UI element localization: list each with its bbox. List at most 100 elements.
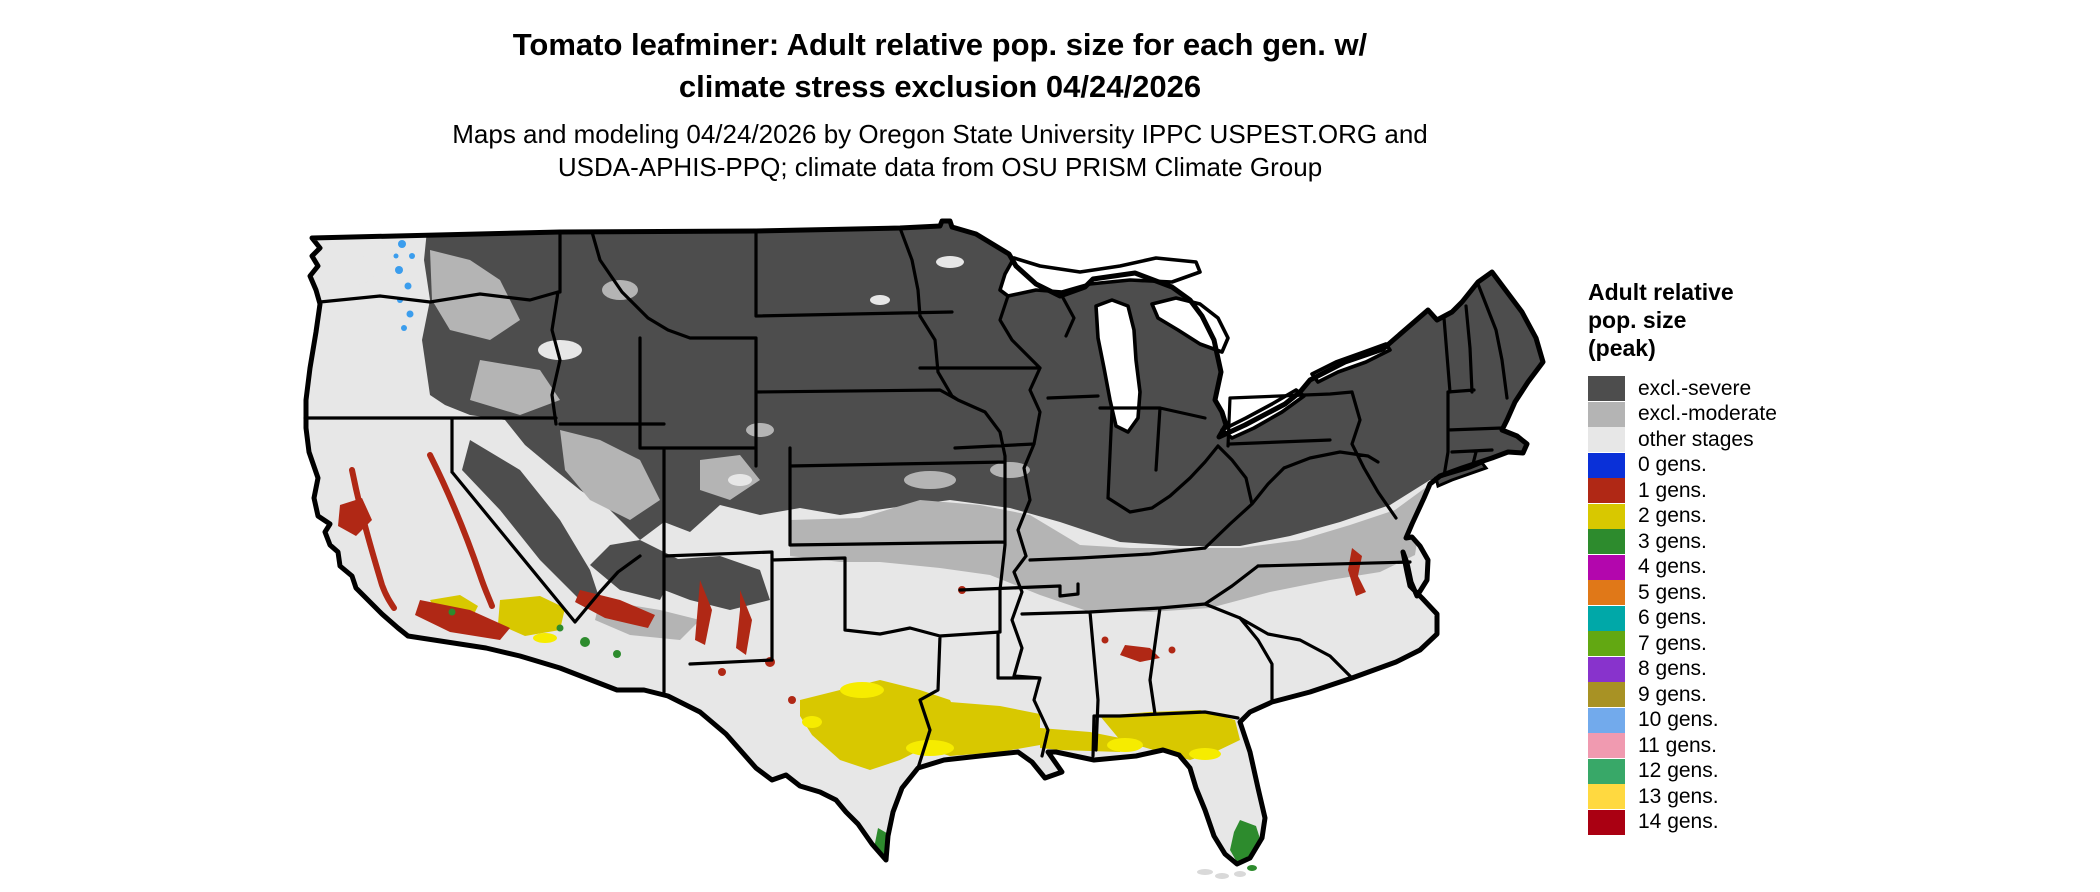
- legend-label: 9 gens.: [1638, 682, 1707, 706]
- red-speck: [788, 696, 796, 704]
- mottle: [904, 471, 956, 489]
- region-1gens-nm-range-a: [695, 580, 712, 645]
- region-severe-sierra: [462, 440, 600, 600]
- legend-row: 11 gens.: [1588, 733, 1828, 759]
- legend-row: 13 gens.: [1588, 784, 1828, 810]
- legend-label: 5 gens.: [1638, 580, 1707, 604]
- bright-fringe: [533, 633, 557, 643]
- legend-swatch: [1588, 605, 1625, 631]
- legend-label: 14 gens.: [1638, 810, 1719, 834]
- legend-row: excl.-moderate: [1588, 401, 1828, 428]
- legend-label: 4 gens.: [1638, 555, 1707, 579]
- legend-label: 8 gens.: [1638, 657, 1707, 681]
- legend-row: other stages: [1588, 427, 1828, 453]
- legend-swatch: [1588, 656, 1625, 682]
- red-speck: [1168, 646, 1176, 654]
- legend-swatch: [1588, 809, 1625, 835]
- legend-swatch: [1588, 707, 1625, 733]
- green-speck: [613, 650, 621, 658]
- legend-label: 1 gens.: [1638, 478, 1707, 502]
- red-speck: [1101, 636, 1109, 644]
- mottle: [870, 295, 890, 305]
- legend-row: 3 gens.: [1588, 529, 1828, 555]
- subtitle-line2: USDA-APHIS-PPQ; climate data from OSU PR…: [557, 152, 1323, 182]
- legend-label: 11 gens.: [1638, 733, 1718, 757]
- legend-row: 14 gens.: [1588, 809, 1828, 836]
- bright-fringe: [802, 716, 822, 728]
- region-1gens-socal-ranges: [415, 600, 510, 640]
- legend-label: 0 gens.: [1638, 453, 1707, 477]
- legend-swatch: [1588, 452, 1625, 478]
- legend-title: Adult relative pop. size (peak): [1588, 278, 1828, 362]
- legend-label: excl.-severe: [1638, 376, 1752, 400]
- region-1gens-georgia: [1120, 645, 1160, 662]
- legend-title-line3: (peak): [1588, 335, 1656, 361]
- bright-fringe: [906, 740, 954, 756]
- legend-label: 6 gens.: [1638, 606, 1707, 630]
- legend-label: 12 gens.: [1638, 759, 1719, 783]
- region-1gens-sf-bay: [338, 498, 372, 536]
- legend-swatch: [1588, 784, 1625, 810]
- bright-fringe: [840, 682, 884, 698]
- legend-label: other stages: [1638, 427, 1754, 451]
- legend-row: 2 gens.: [1588, 503, 1828, 530]
- green-speck: [580, 637, 590, 647]
- map-color-regions: [306, 221, 1543, 864]
- region-moderate-great-basin: [560, 430, 660, 520]
- bright-fringe: [1107, 738, 1143, 752]
- florida-keys: [1197, 865, 1257, 879]
- page-title-line1: Tomato leafminer: Adult relative pop. si…: [512, 27, 1368, 62]
- region-moderate-se-oregon: [470, 360, 560, 415]
- legend-swatch: [1588, 478, 1625, 504]
- legend-row: 0 gens.: [1588, 452, 1828, 479]
- mottle: [324, 254, 376, 286]
- legend-swatch: [1588, 376, 1625, 402]
- map-legend: Adult relative pop. size (peak) excl.-se…: [1588, 278, 1828, 835]
- legend-label: excl.-moderate: [1638, 402, 1777, 426]
- legend-swatch: [1588, 758, 1625, 784]
- region-2gens-north-florida: [1100, 710, 1240, 760]
- title-block: Tomato leafminer: Adult relative pop. si…: [0, 24, 1880, 108]
- legend-row: 10 gens.: [1588, 707, 1828, 734]
- legend-row: 7 gens.: [1588, 631, 1828, 657]
- legend-row: 6 gens.: [1588, 605, 1828, 632]
- legend-row: 5 gens.: [1588, 580, 1828, 606]
- legend-swatch: [1588, 503, 1625, 529]
- legend-swatch: [1588, 682, 1625, 708]
- legend-swatch: [1588, 529, 1625, 555]
- long-island: [1434, 461, 1489, 489]
- subtitle-line1: Maps and modeling 04/24/2026 by Oregon S…: [452, 119, 1428, 149]
- legend-label: 3 gens.: [1638, 529, 1707, 553]
- bright-fringe: [1189, 748, 1221, 760]
- region-1gens-nm-range-b: [736, 590, 752, 655]
- legend-swatch: [1588, 631, 1625, 657]
- legend-swatch: [1588, 554, 1625, 580]
- conus-outline: [303, 218, 1546, 867]
- lake-michigan: [1094, 298, 1142, 434]
- legend-label: 13 gens.: [1638, 784, 1719, 808]
- mottle: [538, 340, 582, 360]
- region-2gens-arizona: [498, 596, 565, 636]
- legend-row: 12 gens.: [1588, 758, 1828, 785]
- mottle: [746, 423, 774, 437]
- legend-title-line2: pop. size: [1588, 307, 1687, 333]
- region-2gens-msal-coast: [1040, 728, 1120, 752]
- region-severe-az: [590, 540, 680, 600]
- legend-label: 7 gens.: [1638, 631, 1707, 655]
- region-severe-nm: [664, 556, 770, 610]
- legend-title-line1: Adult relative: [1588, 279, 1734, 305]
- red-speck: [718, 668, 726, 676]
- legend-row: 4 gens.: [1588, 554, 1828, 581]
- mottle: [990, 462, 1030, 478]
- mottle: [936, 256, 964, 268]
- region-1gens-virginia-coast: [1348, 548, 1366, 596]
- mottle: [728, 474, 752, 486]
- legend-label: 2 gens.: [1638, 504, 1707, 528]
- subtitle-block: Maps and modeling 04/24/2026 by Oregon S…: [0, 118, 1880, 184]
- green-speck: [448, 608, 456, 616]
- page-title-line2: climate stress exclusion 04/24/2026: [678, 69, 1202, 104]
- legend-row: 9 gens.: [1588, 682, 1828, 708]
